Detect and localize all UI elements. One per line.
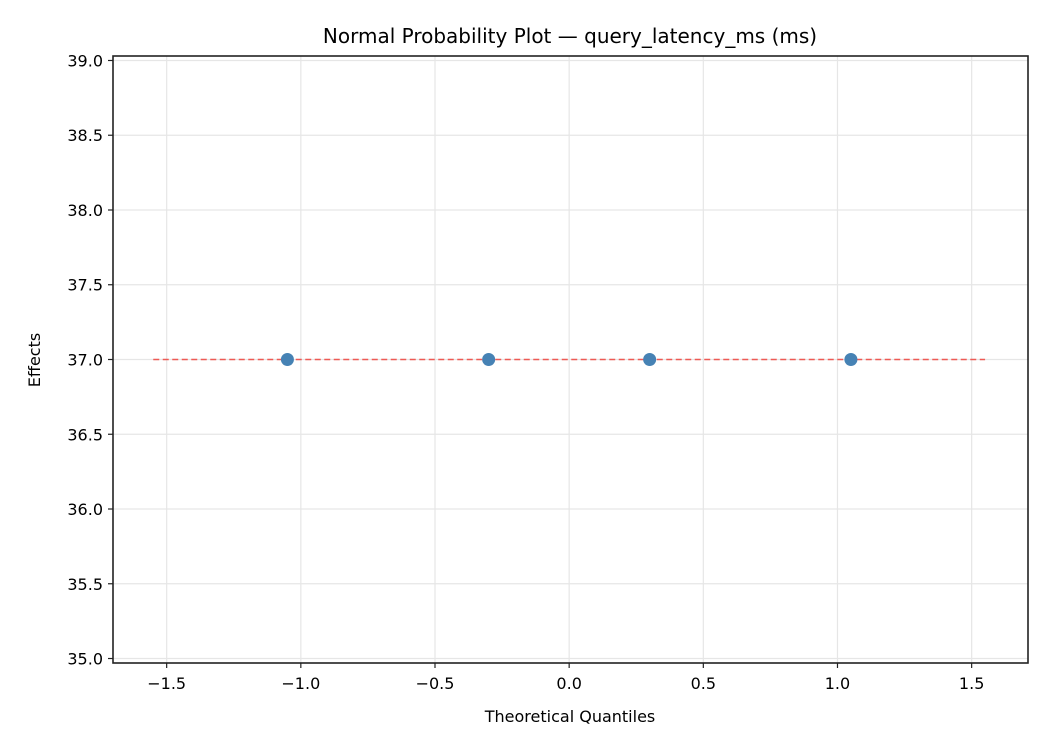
- data-point: [844, 353, 858, 366]
- y-tick-label: 37.5: [67, 276, 103, 295]
- x-tick-label: −1.0: [281, 674, 320, 693]
- data-point: [482, 353, 496, 366]
- y-tick-label: 35.0: [67, 650, 103, 669]
- y-tick-label: 39.0: [67, 51, 103, 70]
- y-tick-label: 38.0: [67, 201, 103, 220]
- chart-title: Normal Probability Plot — query_latency_…: [323, 24, 817, 48]
- data-points: [280, 353, 858, 366]
- y-tick-label: 35.5: [67, 575, 103, 594]
- y-axis-ticks: 35.0 35.5 36.0 36.5 37.0 37.5 38.0 38.5 39.0: [67, 51, 113, 669]
- y-tick-label: 36.0: [67, 500, 103, 519]
- y-tick-label: 36.5: [67, 425, 103, 444]
- data-point: [643, 353, 657, 366]
- x-tick-label: 1.0: [825, 674, 850, 693]
- y-tick-label: 38.5: [67, 126, 103, 145]
- data-point: [280, 353, 294, 366]
- x-axis-ticks: −1.5 −1.0 −0.5 0.0 0.5 1.0 1.5: [147, 663, 984, 693]
- x-tick-label: −1.5: [147, 674, 186, 693]
- x-tick-label: 0.0: [556, 674, 581, 693]
- x-tick-label: 1.5: [959, 674, 984, 693]
- x-tick-label: 0.5: [691, 674, 716, 693]
- y-tick-label: 37.0: [67, 351, 103, 370]
- x-axis-label: Theoretical Quantiles: [484, 707, 656, 726]
- x-tick-label: −0.5: [416, 674, 455, 693]
- y-axis-label: Effects: [25, 333, 44, 387]
